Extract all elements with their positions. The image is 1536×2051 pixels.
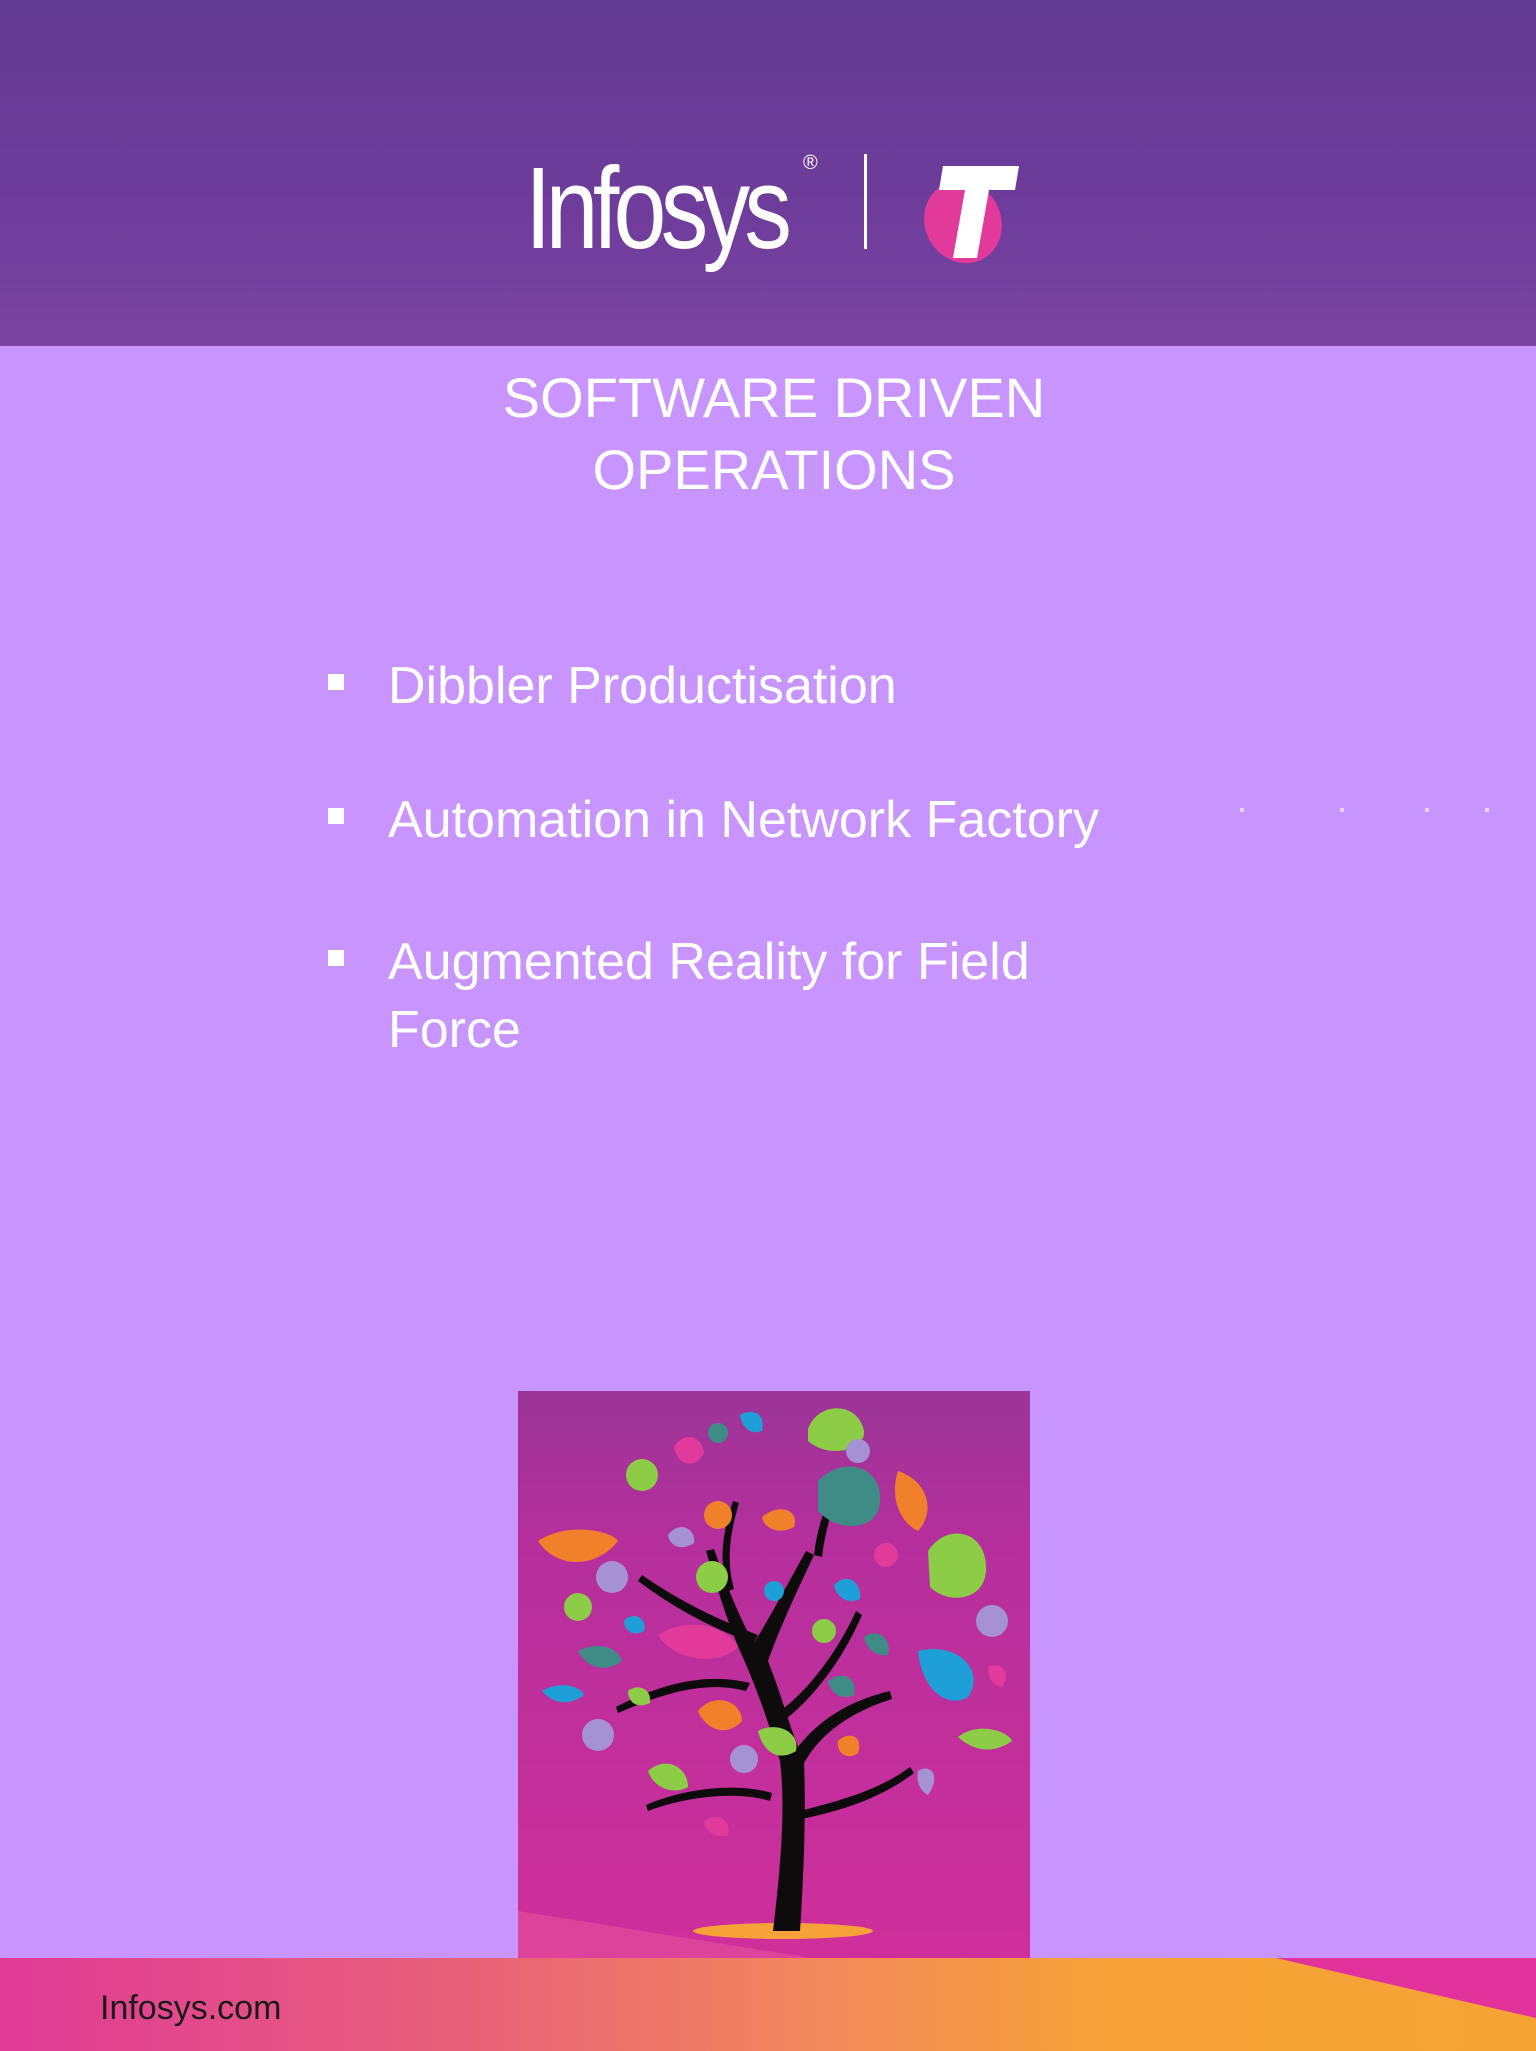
telstra-logo-icon[interactable] (915, 152, 1025, 277)
decorative-dots (1240, 808, 1490, 814)
header-banner: Infosys ® (0, 0, 1536, 346)
page-title: SOFTWARE DRIVEN OPERATIONS (0, 362, 1536, 506)
registered-mark: ® (803, 152, 818, 174)
footer-bar: Infosys.com (0, 1958, 1536, 2051)
logo-row: Infosys ® (0, 140, 1536, 280)
bullet-marker-icon (328, 808, 344, 824)
footer-wedge (1276, 1958, 1536, 2018)
bullet-marker-icon (328, 674, 344, 690)
bullet-text-line-1: Augmented Reality for Field (388, 933, 1030, 991)
bullet-marker-icon (328, 950, 344, 966)
footer-website-link[interactable]: Infosys.com (100, 1989, 282, 2027)
bullet-text: Dibbler Productisation (388, 657, 897, 715)
infosys-logo[interactable]: Infosys (525, 143, 792, 273)
title-line-2: OPERATIONS (592, 438, 956, 501)
bullet-text-line-2: Force (388, 1001, 521, 1059)
logo-divider (864, 154, 867, 249)
title-line-1: SOFTWARE DRIVEN (502, 366, 1046, 429)
tree-icon (518, 1391, 1030, 1959)
bullet-text: Automation in Network Factory (388, 791, 1099, 849)
